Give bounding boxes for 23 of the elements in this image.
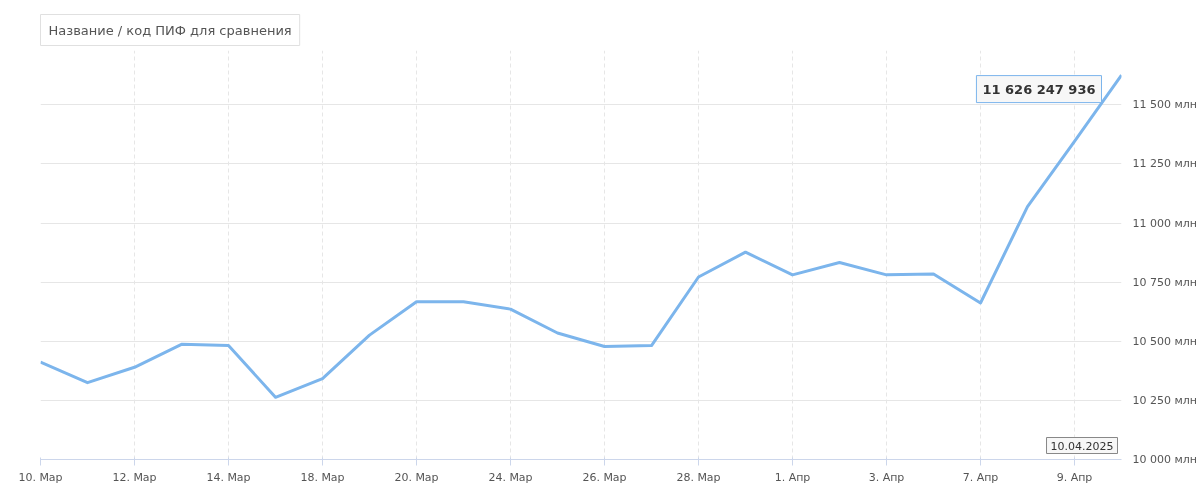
x-tick-label: 20. Мар	[394, 470, 439, 484]
x-tick-label: 3. Апр	[868, 470, 905, 484]
x-tick-label: 18. Мар	[300, 470, 345, 484]
y-tick-label: 11 500 млн	[1132, 98, 1198, 112]
x-tick-label: 28. Мар	[676, 470, 721, 484]
y-tick-label: 10 500 млн	[1132, 334, 1198, 348]
x-tick-label: 1. Апр	[774, 470, 811, 484]
line-series	[40, 73, 1122, 399]
y-tick-label: 10 750 млн	[1132, 275, 1198, 289]
x-tick-label: 26. Мар	[582, 470, 627, 484]
x-tick-label: 7. Апр	[962, 470, 999, 484]
annotation: 11 626 247 936	[982, 81, 1096, 97]
y-tick-label: 10 000 млн	[1132, 453, 1198, 466]
x-tick-label: 9. Апр	[1056, 470, 1093, 484]
x-tick-label: 10. Мар	[18, 470, 63, 484]
annotation: 10.04.2025	[1050, 439, 1114, 453]
y-tick-label: 10 250 млн	[1132, 393, 1198, 407]
x-tick-label: 24. Мар	[488, 470, 533, 484]
chart-subtitle: Название / код ПИФ для сравнения	[48, 22, 292, 38]
y-tick-label: 11 000 млн	[1132, 216, 1198, 230]
x-tick-label: 12. Мар	[112, 470, 157, 484]
y-tick-label: 11 250 млн	[1132, 157, 1198, 171]
x-tick-label: 14. Мар	[206, 470, 251, 484]
